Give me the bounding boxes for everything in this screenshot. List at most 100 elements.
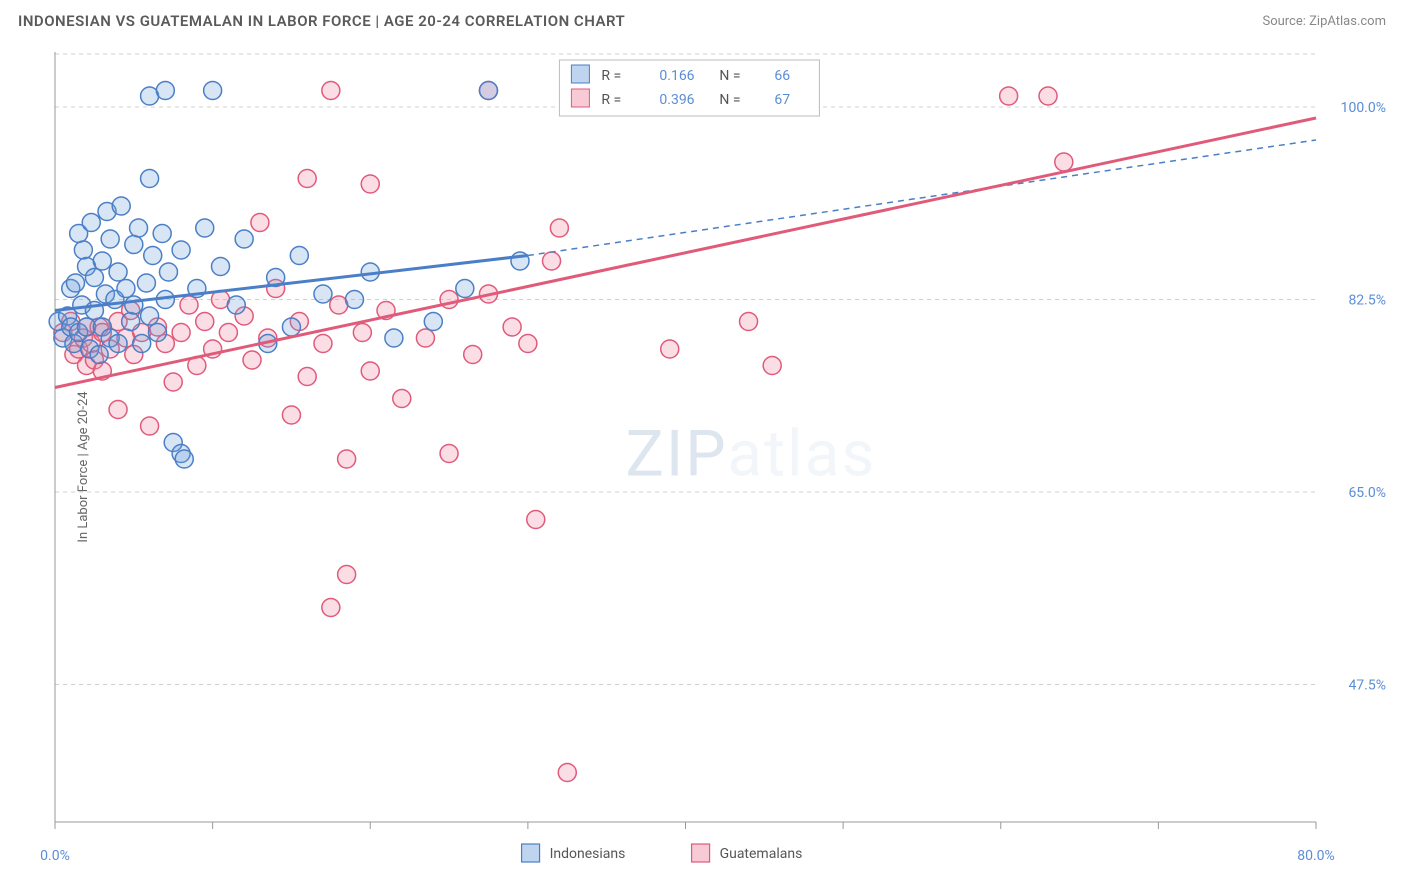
scatter-point	[740, 313, 758, 331]
watermark: ZIPatlas	[626, 417, 877, 492]
scatter-point	[361, 175, 379, 193]
y-tick-label: 47.5%	[1348, 678, 1386, 694]
y-tick-label: 100.0%	[1341, 100, 1386, 116]
scatter-point	[440, 445, 458, 463]
scatter-point	[479, 82, 497, 100]
scatter-point	[90, 346, 108, 364]
scatter-point	[66, 274, 84, 292]
scatter-point	[109, 335, 127, 353]
scatter-point	[1000, 87, 1018, 105]
scatter-point	[345, 291, 363, 309]
scatter-point	[456, 280, 474, 298]
scatter-point	[141, 170, 159, 188]
correlation-scatter-chart: 0.0% 80.0% 47.5% 65.0% 82.5% 100.0% ZIPatlas R …	[0, 42, 1406, 892]
scatter-point	[212, 258, 230, 276]
scatter-point	[543, 252, 561, 270]
chart-title: INDONESIAN VS GUATEMALAN IN LABOR FORCE …	[18, 12, 625, 30]
x-tick-label: 80.0%	[1297, 848, 1335, 864]
scatter-point	[101, 230, 119, 248]
legend-n-label: N =	[719, 68, 740, 84]
scatter-point	[314, 285, 332, 303]
scatter-point	[156, 82, 174, 100]
trend-line-extension	[528, 140, 1316, 256]
legend-r-value: 0.166	[659, 68, 694, 84]
scatter-point	[314, 335, 332, 353]
scatter-point	[558, 764, 576, 782]
scatter-point	[137, 274, 155, 292]
scatter-point	[763, 357, 781, 375]
scatter-point	[122, 313, 140, 331]
scatter-point	[180, 296, 198, 314]
legend-n-value: 66	[774, 68, 790, 84]
legend-swatch	[692, 844, 710, 862]
scatter-point	[74, 241, 92, 259]
y-tick-label: 65.0%	[1348, 485, 1386, 501]
scatter-point	[353, 324, 371, 342]
scatter-point	[196, 313, 214, 331]
scatter-point	[153, 225, 171, 243]
scatter-point	[322, 82, 340, 100]
scatter-point	[227, 296, 245, 314]
scatter-point	[141, 417, 159, 435]
scatter-point	[1055, 153, 1073, 171]
scatter-point	[130, 219, 148, 237]
y-axis-label: In Labor Force | Age 20-24	[76, 391, 91, 542]
scatter-point	[82, 214, 100, 232]
scatter-point	[385, 329, 403, 347]
scatter-point	[464, 346, 482, 364]
scatter-point	[109, 401, 127, 419]
scatter-point	[519, 335, 537, 353]
scatter-point	[550, 219, 568, 237]
scatter-point	[196, 219, 214, 237]
scatter-point	[85, 269, 103, 287]
legend-r-label: R =	[601, 68, 621, 84]
scatter-point	[322, 599, 340, 617]
scatter-point	[148, 324, 166, 342]
scatter-point	[204, 82, 222, 100]
scatter-point	[361, 362, 379, 380]
scatter-point	[159, 263, 177, 281]
legend-n-value: 67	[774, 92, 790, 108]
scatter-point	[172, 241, 190, 259]
legend-swatch	[571, 65, 589, 83]
scatter-point	[251, 214, 269, 232]
scatter-point	[144, 247, 162, 265]
scatter-point	[503, 318, 521, 336]
scatter-point	[125, 236, 143, 254]
scatter-point	[298, 368, 316, 386]
trend-line	[55, 118, 1316, 388]
legend-series-label: Guatemalans	[720, 846, 803, 862]
scatter-point	[338, 450, 356, 468]
scatter-point	[282, 318, 300, 336]
legend-series-label: Indonesians	[550, 846, 626, 862]
scatter-point	[243, 351, 261, 369]
scatter-point	[125, 296, 143, 314]
scatter-point	[661, 340, 679, 358]
scatter-point	[164, 373, 182, 391]
scatter-point	[112, 197, 130, 215]
x-tick-label: 0.0%	[40, 848, 70, 864]
y-tick-label: 82.5%	[1348, 293, 1386, 309]
scatter-point	[290, 247, 308, 265]
scatter-point	[416, 329, 434, 347]
scatter-point	[109, 263, 127, 281]
scatter-point	[93, 252, 111, 270]
scatter-point	[172, 324, 190, 342]
scatter-point	[298, 170, 316, 188]
scatter-point	[235, 230, 253, 248]
legend-n-label: N =	[719, 92, 740, 108]
source-attribution: Source: ZipAtlas.com	[1262, 14, 1386, 29]
scatter-point	[424, 313, 442, 331]
legend-r-label: R =	[601, 92, 621, 108]
legend-r-value: 0.396	[659, 92, 694, 108]
legend-swatch	[522, 844, 540, 862]
scatter-point	[282, 406, 300, 424]
scatter-point	[527, 511, 545, 529]
scatter-point	[219, 324, 237, 342]
scatter-point	[1039, 87, 1057, 105]
scatter-point	[117, 280, 135, 298]
scatter-point	[393, 390, 411, 408]
scatter-point	[133, 335, 151, 353]
scatter-point	[338, 566, 356, 584]
scatter-point	[141, 307, 159, 325]
